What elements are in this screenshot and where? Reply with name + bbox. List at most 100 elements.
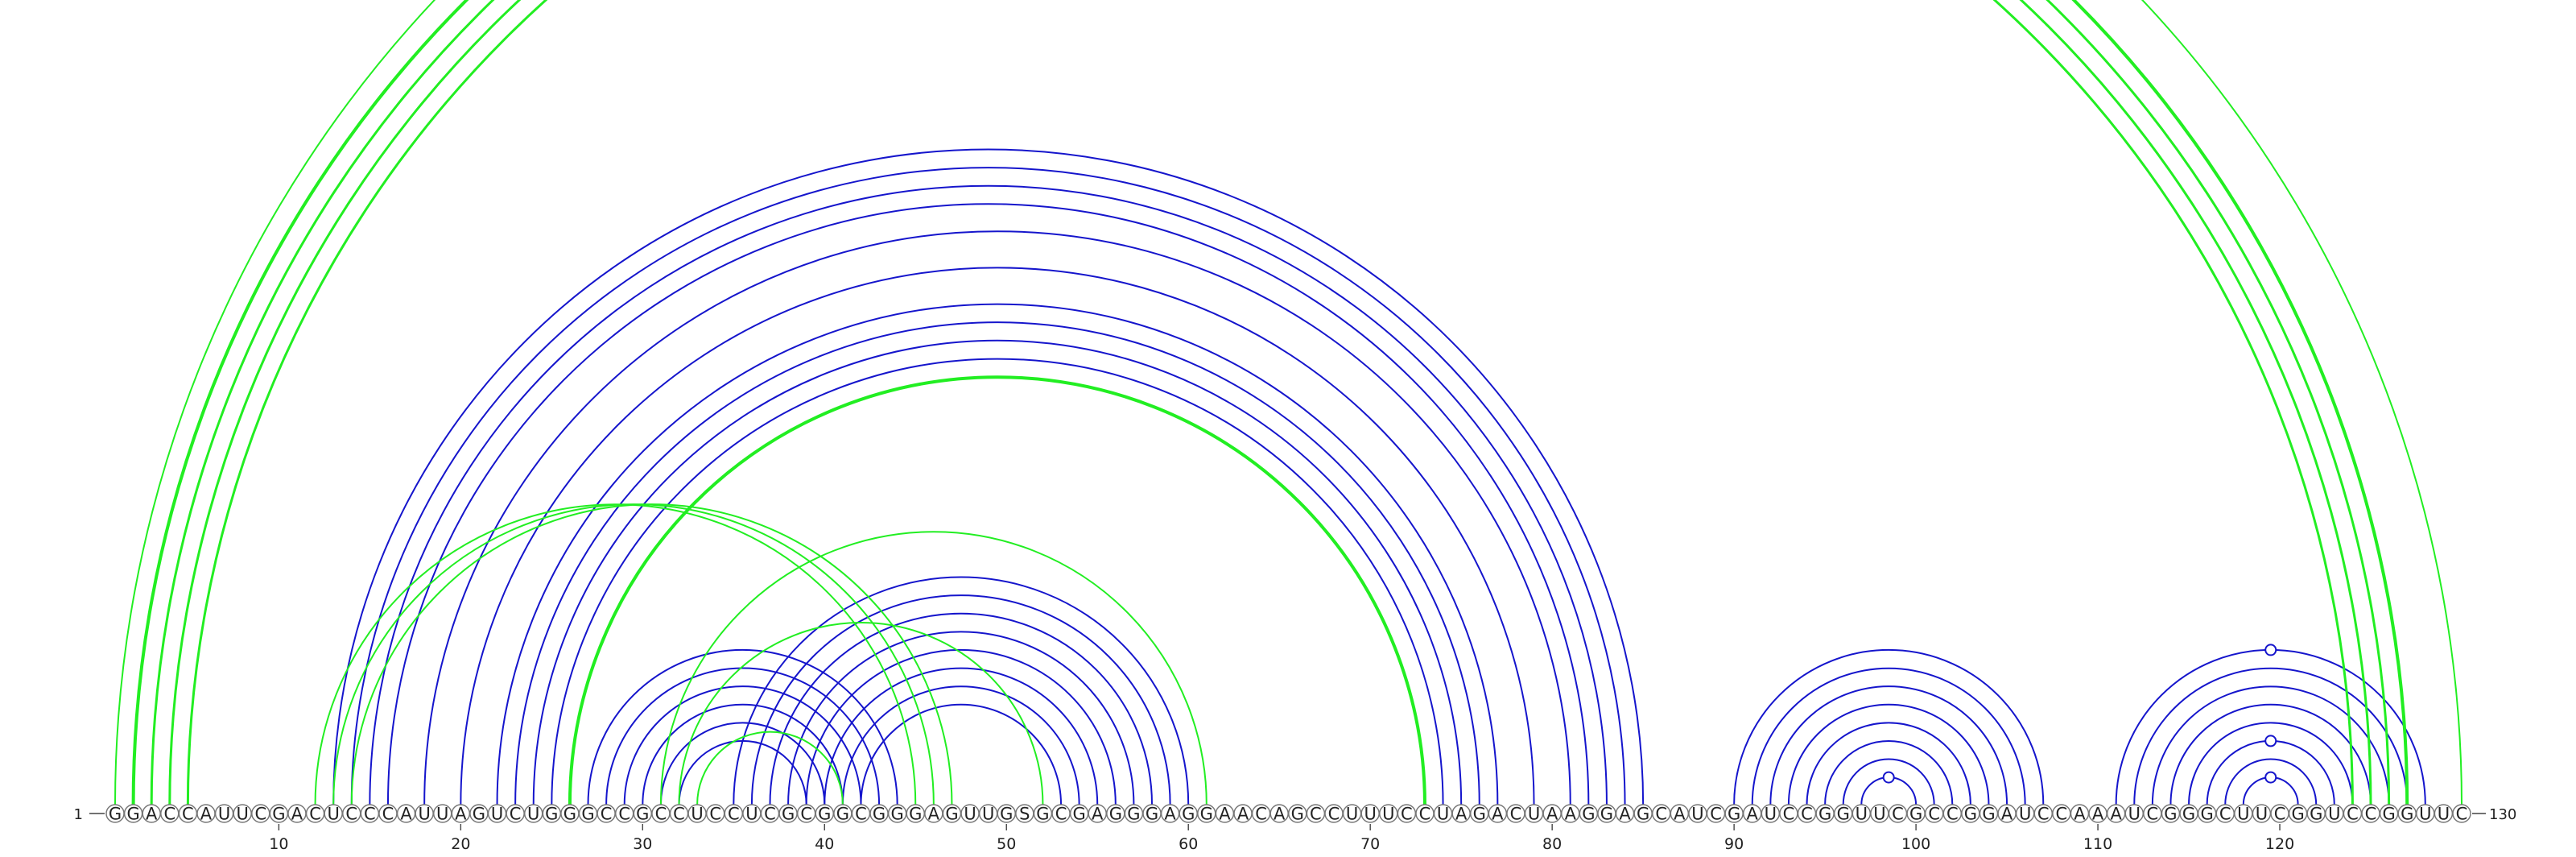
nucleotide-20: A [451, 804, 471, 824]
nucleotide-letter: C [1783, 805, 1795, 824]
blue-arc-93-104 [1787, 703, 1990, 805]
blue-arc-18-81 [423, 231, 1571, 805]
nucleotide-87: A [1670, 804, 1690, 824]
nucleotide-107: C [2033, 804, 2054, 824]
nucleotide-letter: G [909, 805, 922, 824]
nucleotide-84: A [1615, 804, 1635, 824]
nucleotide-43: G [869, 804, 889, 824]
nucleotide-31: C [651, 804, 671, 824]
nucleotide-116: G [2197, 804, 2217, 824]
green-arc-31-61 [659, 532, 1208, 805]
nucleotide-80: A [1542, 804, 1562, 824]
nucleotide-95: G [1815, 804, 1835, 824]
nucleotide-letter: G [636, 805, 649, 824]
nucleotide-letter: C [655, 805, 667, 824]
blue-arc-29-42 [623, 685, 862, 805]
nucleotide-letter: G [873, 805, 886, 824]
nucleotide-82: G [1579, 804, 1599, 824]
nucleotide-111: A [2106, 804, 2126, 824]
nucleotide-33: U [687, 804, 707, 824]
nucleotide-130: C [2452, 804, 2471, 824]
nucleotide-14: C [342, 804, 361, 824]
nucleotide-65: A [1269, 804, 1289, 824]
nucleotide-66: G [1288, 804, 1307, 824]
nucleotide-8: U [233, 804, 252, 824]
nucleotide-55: A [1088, 804, 1107, 824]
nucleotide-122: G [2306, 804, 2326, 824]
tick-label-20: 20 [451, 835, 470, 853]
start-label: 1 [74, 806, 83, 823]
blue-arc-92-105 [1769, 685, 2008, 805]
nucleotide-letter: A [1237, 805, 1249, 824]
nucleotide-letter: A [1274, 805, 1286, 824]
nucleotide-97: U [1852, 804, 1872, 824]
nucleotide-113: C [2143, 804, 2162, 824]
nucleotide-35: C [724, 804, 744, 824]
nucleotide-48: U [960, 804, 980, 824]
nucleotide-49: U [978, 804, 998, 824]
nucleotide-letter: A [200, 805, 213, 824]
nucleotide-32: C [669, 804, 689, 824]
nucleotide-letter: U [1528, 805, 1540, 824]
nucleotide-106: U [2015, 804, 2035, 824]
nucleotide-letter: C [673, 805, 685, 824]
nucleotide-54: G [1069, 804, 1089, 824]
nucleotide-letter: G [2164, 805, 2177, 824]
blue-arc-22-77 [497, 304, 1498, 805]
nucleotide-letter: U [964, 805, 976, 824]
nucleotide-15: C [360, 804, 380, 824]
nucleotide-letter: G [818, 805, 831, 824]
nucleotide-letter: U [2256, 805, 2268, 824]
nucleotide-56: G [1106, 804, 1125, 824]
tick-label-110: 110 [2083, 835, 2112, 853]
nucleotide-letter: G [109, 805, 122, 824]
nucleotide-102: C [1942, 804, 1963, 824]
nucleotide-letter: G [2201, 805, 2214, 824]
nucleotide-30: G [633, 804, 653, 824]
nucleotide-letter: G [1600, 805, 1613, 824]
nucleotide-letter: A [2110, 805, 2122, 824]
nucleotide-letter: A [146, 805, 158, 824]
nucleotide-letter: G [1582, 805, 1595, 824]
nucleotide-41: G [833, 804, 852, 824]
nucleotide-34: C [705, 804, 725, 824]
apex-marker-111-128 [2264, 644, 2277, 656]
nucleotide-letter: G [2401, 805, 2413, 824]
nucleotide-29: C [614, 804, 634, 824]
nucleotide-letter: U [2438, 805, 2450, 824]
nucleotide-letter: C [1255, 805, 1267, 824]
nucleotide-39: C [796, 804, 816, 824]
nucleotide-127: G [2397, 804, 2417, 824]
nucleotide-letter: C [1655, 805, 1667, 824]
nucleotide-letter: G [473, 805, 485, 824]
nucleotide-letter: A [1092, 805, 1104, 824]
nucleotide-44: G [887, 804, 907, 824]
nucleotide-5: C [178, 804, 198, 824]
nucleotide-letter: U [2128, 805, 2140, 824]
blue-arc-117-122 [2224, 759, 2318, 805]
end-label: 130 [2489, 806, 2516, 823]
nucleotide-letter: G [1964, 805, 1977, 824]
nucleotide-letter: C [709, 805, 721, 824]
nucleotide-letter: G [545, 805, 558, 824]
nucleotide-letter: U [2019, 805, 2031, 824]
nucleotide-46: A [924, 804, 943, 824]
nucleotide-letter: G [126, 805, 139, 824]
nucleotide-126: G [2379, 804, 2399, 824]
nucleotide-11: A [287, 804, 307, 824]
nucleotide-123: U [2325, 804, 2344, 824]
nucleotide-115: G [2179, 804, 2198, 824]
nucleotide-118: U [2234, 804, 2253, 824]
nucleotide-letter: C [182, 805, 194, 824]
nucleotide-125: C [2361, 804, 2380, 824]
nucleotide-letter: C [2274, 805, 2286, 824]
nucleotide-9: C [251, 804, 270, 824]
nucleotide-letter: C [309, 805, 321, 824]
nucleotide-73: C [1415, 804, 1435, 824]
nucleotide-letter: C [345, 805, 357, 824]
nucleotide-28: C [597, 804, 616, 824]
nucleotide-letter: C [2347, 805, 2359, 824]
nucleotide-76: G [1470, 804, 1489, 824]
nucleotide-letter: G [581, 805, 594, 824]
nucleotide-letter: U [2237, 805, 2249, 824]
